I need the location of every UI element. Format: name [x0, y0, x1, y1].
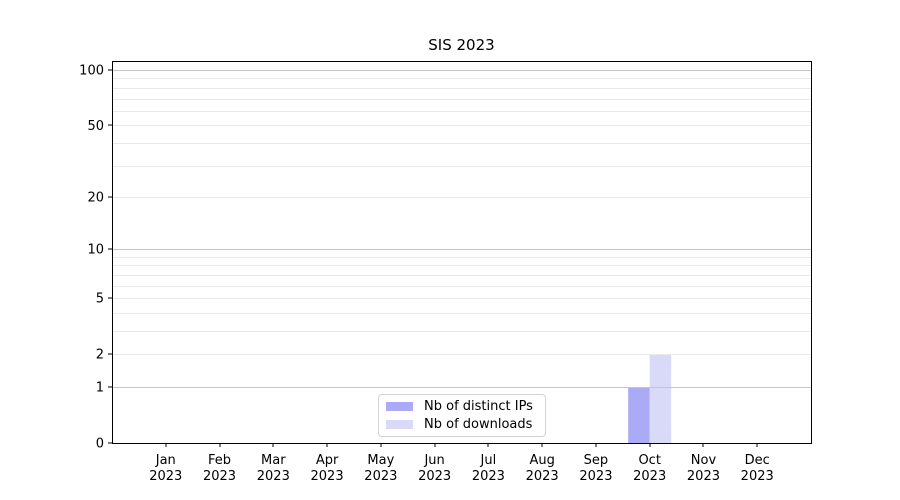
x-tick-label-month: Oct — [638, 453, 660, 468]
legend-item-downloads: Nb of downloads — [386, 418, 537, 431]
x-tick-label-year: 2023 — [526, 469, 559, 484]
bar-nb-of-distinct-ips-oct — [628, 386, 650, 443]
legend-label-downloads: Nb of downloads — [424, 417, 533, 432]
legend-swatch-downloads — [386, 420, 413, 429]
x-tick-label-year: 2023 — [579, 469, 612, 484]
y-tick-label: 20 — [87, 190, 104, 205]
legend-swatch-distinct-ips — [386, 402, 413, 411]
x-tick-label-month: Dec — [745, 453, 770, 468]
y-tick-label: 100 — [79, 64, 104, 79]
x-tick-label-year: 2023 — [633, 469, 666, 484]
x-tick-label-year: 2023 — [741, 469, 774, 484]
x-tick-label-year: 2023 — [311, 469, 344, 484]
x-tick-label-month: Apr — [316, 453, 339, 468]
x-tick-label-month: Sep — [584, 453, 609, 468]
x-tick-label-month: Feb — [208, 453, 231, 468]
x-tick-label-year: 2023 — [687, 469, 720, 484]
bar-nb-of-downloads-oct — [649, 354, 672, 443]
x-tick-label-month: Jun — [423, 453, 444, 468]
y-tick-label: 2 — [96, 348, 104, 363]
legend-item-distinct-ips: Nb of distinct IPs — [386, 400, 537, 413]
x-tick-label-year: 2023 — [203, 469, 236, 484]
x-tick-label-month: Jan — [155, 453, 176, 468]
y-tick-label: 1 — [96, 380, 104, 395]
x-tick-label-year: 2023 — [472, 469, 505, 484]
y-tick-label: 0 — [96, 437, 104, 452]
y-tick-label: 50 — [87, 119, 104, 134]
x-tick-label-year: 2023 — [149, 469, 182, 484]
x-tick-label-month: May — [367, 453, 394, 468]
legend-label-distinct-ips: Nb of distinct IPs — [424, 399, 533, 414]
chart-title: SIS 2023 — [428, 36, 495, 54]
x-tick-label-month: Aug — [529, 453, 554, 468]
y-tick-label: 5 — [96, 292, 104, 307]
x-tick-label-month: Nov — [691, 453, 717, 468]
x-tick-label-month: Mar — [261, 453, 286, 468]
plot-border — [112, 61, 812, 444]
legend: Nb of distinct IPs Nb of downloads — [378, 394, 546, 437]
x-tick-label-month: Jul — [480, 453, 497, 468]
x-tick-label-year: 2023 — [257, 469, 290, 484]
x-tick-label-year: 2023 — [364, 469, 397, 484]
x-tick-label-year: 2023 — [418, 469, 451, 484]
y-tick-label: 10 — [87, 243, 104, 258]
